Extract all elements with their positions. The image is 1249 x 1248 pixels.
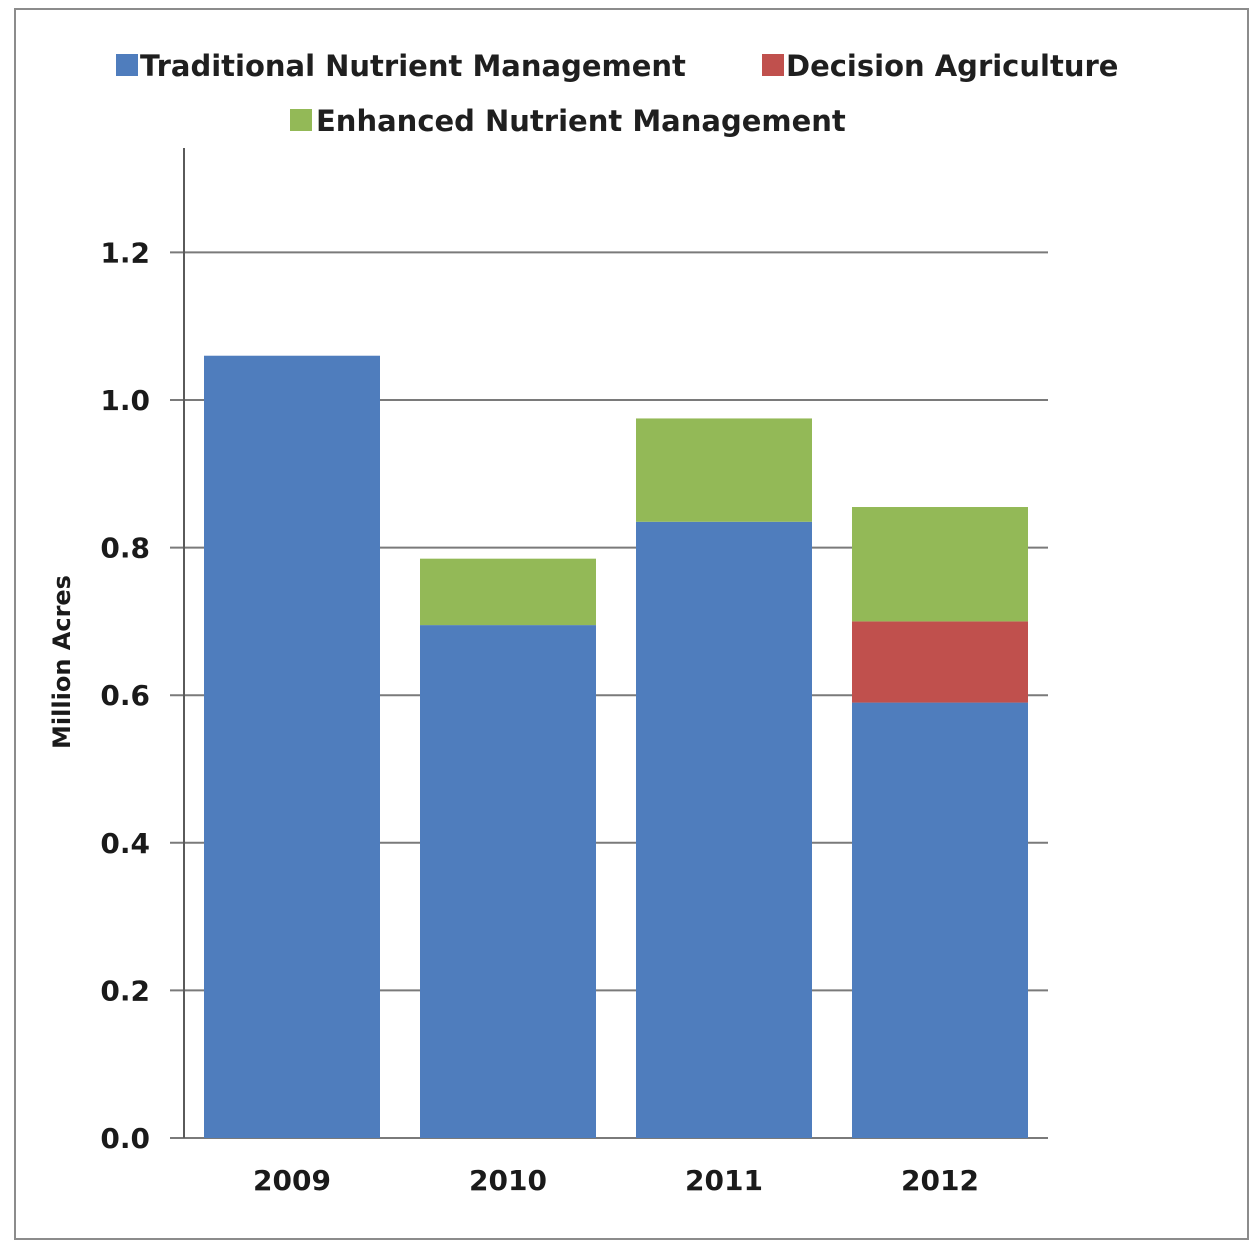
bar-2011-series-2 bbox=[636, 418, 812, 522]
bar-2010-series-0 bbox=[420, 625, 596, 1138]
x-tick-label: 2009 bbox=[253, 1164, 331, 1197]
y-axis-label: Million Acres bbox=[48, 575, 76, 749]
x-tick-label: 2010 bbox=[469, 1164, 547, 1197]
legend-swatch-enhanced bbox=[290, 109, 312, 131]
bars bbox=[204, 355, 1028, 1139]
legend-swatch-decision bbox=[762, 54, 784, 76]
y-tick-label: 0.4 bbox=[100, 827, 150, 860]
bar-2010-series-2 bbox=[420, 558, 596, 626]
legend-label-traditional: Traditional Nutrient Management bbox=[140, 49, 686, 83]
bar-2012-series-1 bbox=[852, 621, 1028, 703]
x-tick-label: 2012 bbox=[901, 1164, 979, 1197]
legend: Traditional Nutrient Management Decision… bbox=[116, 49, 1118, 138]
legend-label-enhanced: Enhanced Nutrient Management bbox=[316, 104, 846, 138]
legend-swatch-traditional bbox=[116, 54, 138, 76]
y-axis-ticks: 0.0 0.2 0.4 0.6 0.8 1.0 1.2 bbox=[100, 236, 150, 1155]
y-tick-label: 0.2 bbox=[100, 974, 150, 1007]
legend-item-decision: Decision Agriculture bbox=[762, 49, 1118, 83]
y-tick-label: 1.0 bbox=[100, 384, 150, 417]
y-tick-label: 0.8 bbox=[100, 532, 150, 565]
legend-item-enhanced: Enhanced Nutrient Management bbox=[290, 104, 846, 138]
bar-2009-series-0 bbox=[204, 355, 380, 1139]
legend-label-decision: Decision Agriculture bbox=[786, 49, 1118, 83]
y-tick-label: 0.0 bbox=[100, 1122, 150, 1155]
y-tick-label: 1.2 bbox=[100, 236, 150, 269]
bar-2012-series-2 bbox=[852, 507, 1028, 622]
x-tick-label: 2011 bbox=[685, 1164, 763, 1197]
y-tick-label: 0.6 bbox=[100, 679, 150, 712]
x-axis-ticks: 2009 2010 2011 2012 bbox=[253, 1164, 979, 1197]
legend-item-traditional: Traditional Nutrient Management bbox=[116, 49, 686, 83]
bar-2012-series-0 bbox=[852, 702, 1028, 1138]
bar-2011-series-0 bbox=[636, 521, 812, 1138]
